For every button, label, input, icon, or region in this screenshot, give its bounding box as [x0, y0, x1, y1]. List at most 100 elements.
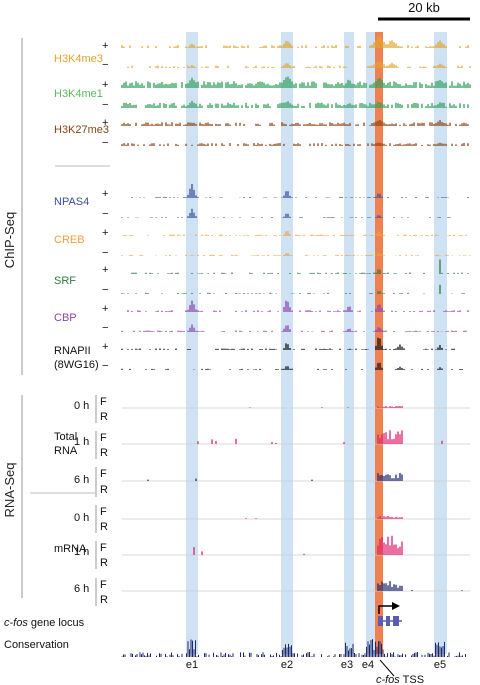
track-label-cbp: CBP — [54, 312, 77, 324]
strand-f: F — [100, 432, 107, 444]
strand-r: R — [100, 521, 108, 533]
strand-plus: + — [102, 303, 108, 315]
strand-r: R — [100, 447, 108, 459]
strand-plus: + — [102, 117, 108, 129]
element-label-e1: e1 — [186, 659, 198, 671]
chip-track-labels: H3K4me3 H3K4me1 H3K27me3 NPAS4 CREB SRF … — [54, 53, 109, 371]
chip-track-h3k4me1-plus — [121, 76, 471, 88]
rna-group-labels: Total RNA mRNA 0 h 1 h 6 h 0 h 1 h 6 h — [54, 400, 89, 595]
rna-signal-tracks — [122, 406, 470, 592]
chip-track-npas4-minus — [121, 208, 451, 218]
chip-track-creb-minus — [121, 253, 471, 256]
time-1h-mrna: 1 h — [74, 546, 89, 558]
conservation-label: Conservation — [4, 639, 69, 651]
rna-group-total-2: RNA — [54, 445, 78, 457]
highlight-e5 — [434, 32, 447, 654]
strand-minus: − — [102, 137, 108, 149]
strand-r: R — [100, 484, 108, 496]
tss-arrow-icon — [378, 605, 394, 614]
chip-track-creb-plus — [123, 231, 467, 236]
rna-group-total: Total — [54, 431, 77, 443]
chip-track-srf-plus — [131, 259, 469, 274]
track-label-npas4: NPAS4 — [54, 196, 89, 208]
strand-minus: − — [102, 360, 108, 372]
track-label-srf: SRF — [54, 275, 76, 287]
highlight-e1 — [186, 32, 198, 654]
c-fos-gene-model — [378, 602, 402, 626]
strand-f: F — [100, 542, 107, 554]
highlight-e3 — [344, 32, 354, 654]
strand-minus: − — [102, 247, 108, 259]
track-label-h3k27me3: H3K27me3 — [54, 124, 109, 136]
rna-track-signal — [249, 406, 403, 408]
highlight-e2 — [281, 32, 293, 654]
strand-plus: + — [102, 79, 108, 91]
element-label-e4: e4 — [362, 659, 374, 671]
time-6h-mrna: 6 h — [74, 583, 89, 595]
chip-track-h3k4me1-minus — [121, 100, 469, 108]
track-label-h3k4me3: H3K4me3 — [54, 53, 103, 65]
rna-track-signal — [377, 581, 463, 591]
time-1h-total: 1 h — [74, 436, 89, 448]
chip-track-h3k27me3-plus — [121, 120, 469, 126]
chip-track-srf-minus — [121, 284, 465, 294]
chip-track-rnapii-plus — [121, 337, 455, 350]
chip-track-h3k4me3-minus — [127, 61, 471, 68]
gene-locus-label: c-fos gene locus — [4, 617, 85, 629]
rna-track-signal — [147, 473, 403, 481]
conservation-signal — [121, 639, 466, 657]
track-label-creb: CREB — [54, 234, 85, 246]
strand-minus: − — [102, 99, 108, 111]
rna-track-signal — [193, 535, 403, 555]
rna-track-signal — [197, 430, 443, 444]
tss-pointer — [379, 659, 395, 677]
rna-fr-markers: F R F R F R F R F R F R — [100, 396, 108, 606]
scale-bar: 20 kb — [378, 0, 470, 21]
track-label-rnapii-2: (8WG16) — [54, 359, 99, 371]
strand-r: R — [100, 411, 108, 423]
highlight-e4 — [375, 32, 383, 654]
strand-plus: + — [102, 341, 108, 353]
strand-f: F — [100, 506, 107, 518]
element-label-e3: e3 — [341, 659, 353, 671]
strand-r: R — [100, 557, 108, 569]
highlight-bands — [186, 32, 447, 654]
chip-track-cbp-minus — [121, 324, 467, 332]
chip-strand-markers: + − + − + − + − + − + − + − + − — [102, 40, 108, 372]
chip-track-rnapii-minus — [121, 362, 463, 370]
strand-minus: − — [102, 59, 108, 71]
time-6h-total: 6 h — [74, 474, 89, 486]
strand-minus: − — [102, 284, 108, 296]
rna-seq-label: RNA-Seq — [2, 463, 17, 518]
strand-minus: − — [102, 322, 108, 334]
tss-label: c-fos TSS — [376, 674, 424, 685]
element-labels: e1 e2 e3 e4 e5 — [186, 659, 446, 671]
chip-track-h3k27me3-minus — [121, 142, 469, 146]
chip-track-npas4-plus — [131, 184, 469, 198]
chip-seq-label: ChIP-Seq — [2, 212, 17, 268]
strand-plus: + — [102, 227, 108, 239]
strand-f: F — [100, 579, 107, 591]
element-label-e5: e5 — [434, 659, 446, 671]
chip-track-cbp-plus — [127, 300, 469, 312]
rna-group-mrna: mRNA — [54, 543, 87, 555]
strand-plus: + — [102, 264, 108, 276]
highlight-e4-left — [366, 32, 375, 654]
time-0h-total: 0 h — [74, 400, 89, 412]
time-0h-mrna: 0 h — [74, 512, 89, 524]
strand-r: R — [100, 594, 108, 606]
conservation-track — [121, 639, 466, 657]
strand-plus: + — [102, 188, 108, 200]
chip-signal-tracks — [121, 36, 471, 370]
strand-f: F — [100, 396, 107, 408]
track-label-h3k4me1: H3K4me1 — [54, 88, 103, 100]
rna-track-signal — [245, 516, 403, 519]
scale-bar-label: 20 kb — [408, 0, 440, 15]
strand-minus: − — [102, 208, 108, 220]
strand-plus: + — [102, 40, 108, 52]
strand-f: F — [100, 468, 107, 480]
chip-track-h3k4me3-plus — [121, 36, 469, 48]
element-label-e2: e2 — [281, 659, 293, 671]
track-label-rnapii: RNAPII — [54, 345, 91, 357]
